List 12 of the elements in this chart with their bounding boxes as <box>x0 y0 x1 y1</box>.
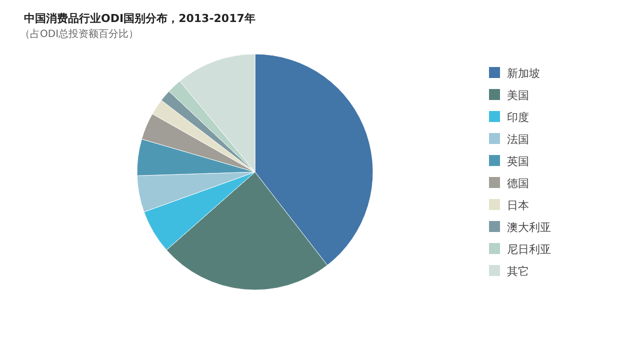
legend-label: 美国 <box>507 89 529 102</box>
legend-label: 法国 <box>507 133 529 146</box>
legend-label: 新加坡 <box>507 67 540 80</box>
legend-label: 日本 <box>507 199 529 212</box>
chart-subtitle: （占ODI总投资额百分比） <box>20 28 139 40</box>
legend-label: 尼日利亚 <box>507 243 551 256</box>
legend-label: 德国 <box>507 177 529 190</box>
legend-label: 印度 <box>507 111 529 124</box>
legend-label: 英国 <box>507 155 529 168</box>
chart-title: 中国消费品行业ODI国别分布，2013-2017年 <box>24 12 256 25</box>
legend-label: 其它 <box>507 265 529 278</box>
legend-label: 澳大利亚 <box>507 221 551 234</box>
